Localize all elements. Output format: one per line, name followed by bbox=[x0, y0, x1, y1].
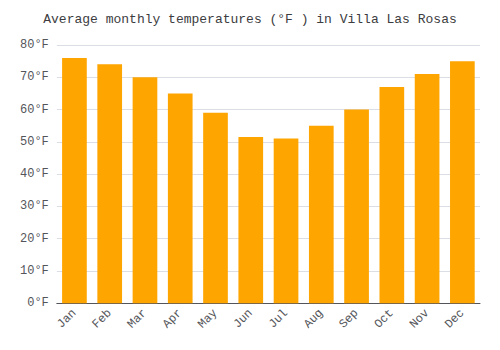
svg-text:Dec: Dec bbox=[442, 306, 467, 331]
svg-text:Aug: Aug bbox=[301, 306, 326, 331]
svg-text:20°F: 20°F bbox=[20, 232, 49, 246]
svg-text:30°F: 30°F bbox=[20, 199, 49, 213]
svg-text:40°F: 40°F bbox=[20, 167, 49, 181]
svg-text:May: May bbox=[195, 306, 220, 331]
svg-text:Sep: Sep bbox=[336, 306, 361, 331]
svg-text:80°F: 80°F bbox=[20, 38, 49, 52]
svg-text:60°F: 60°F bbox=[20, 103, 49, 117]
svg-text:Feb: Feb bbox=[89, 306, 114, 331]
svg-text:10°F: 10°F bbox=[20, 264, 49, 278]
svg-text:50°F: 50°F bbox=[20, 135, 49, 149]
svg-text:Jul: Jul bbox=[266, 306, 291, 331]
svg-text:Jun: Jun bbox=[231, 306, 256, 331]
svg-text:0°F: 0°F bbox=[27, 296, 49, 310]
svg-text:Apr: Apr bbox=[160, 306, 185, 331]
svg-text:70°F: 70°F bbox=[20, 70, 49, 84]
svg-text:Mar: Mar bbox=[125, 306, 150, 331]
svg-text:Average monthly temperatures (: Average monthly temperatures (°F ) in Vi… bbox=[43, 12, 456, 27]
svg-text:Oct: Oct bbox=[372, 306, 397, 331]
svg-text:Jan: Jan bbox=[54, 306, 79, 331]
svg-text:Nov: Nov bbox=[407, 306, 432, 331]
